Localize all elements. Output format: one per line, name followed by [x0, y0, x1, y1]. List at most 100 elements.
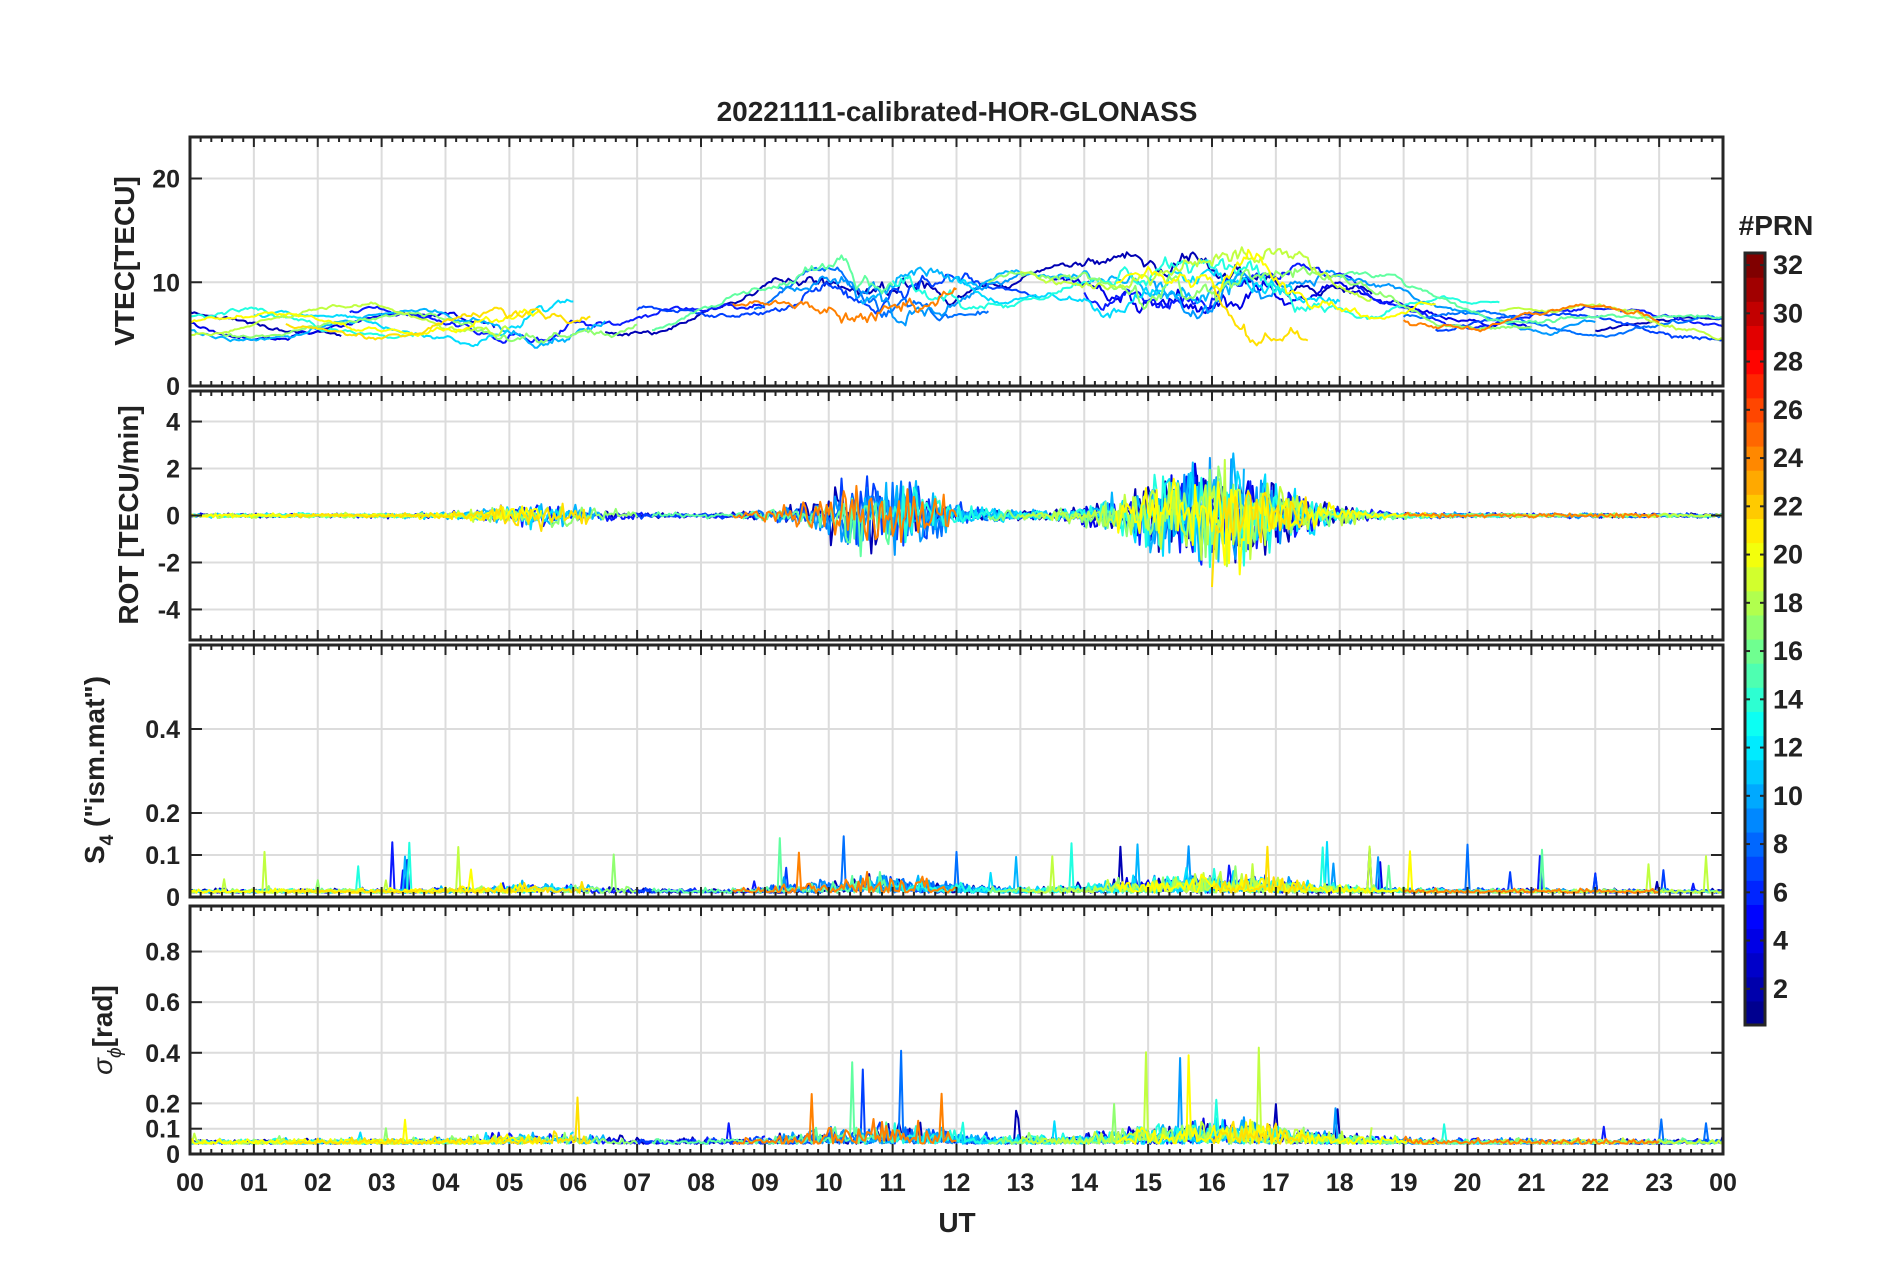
y-tick-label: -4 — [158, 596, 180, 624]
colorbar-tick-label: 6 — [1773, 877, 1788, 907]
colorbar-segment — [1745, 759, 1765, 785]
colorbar-segment — [1745, 397, 1765, 423]
colorbar-segment — [1745, 614, 1765, 640]
series-line-prn-20 — [285, 285, 1309, 347]
colorbar-segment — [1745, 446, 1765, 471]
colorbar-segment — [1745, 421, 1765, 447]
colorbar-segment — [1745, 494, 1765, 519]
series-line-prn-19 — [189, 1054, 1436, 1145]
x-tick-label: 20 — [1454, 1169, 1482, 1197]
colorbar-segment — [1745, 856, 1765, 881]
colorbar-segment — [1745, 928, 1765, 954]
y-tick-label: 0 — [166, 503, 180, 531]
panel-rot: -4 -2 0 2 4 ROT [TECU/min] — [113, 389, 1725, 642]
axes-frame-vtec — [188, 135, 1725, 388]
y-tick-label: 0.4 — [145, 1040, 180, 1068]
x-tick-label: 16 — [1198, 1169, 1226, 1197]
x-tick-label: 06 — [559, 1169, 587, 1197]
y-tick-label: 0 — [166, 373, 180, 401]
y-axis-label-sigma-phi: σϕ[rad] — [87, 985, 126, 1075]
x-tick-label: 13 — [1006, 1169, 1034, 1197]
colorbar-segment — [1745, 1000, 1765, 1026]
series-group-sigma-phi — [189, 1046, 1724, 1145]
x-tick-label: 09 — [751, 1169, 779, 1197]
panel-sigma-phi: 00.10.2 0.4 0.6 0.8 σϕ[rad] — [87, 904, 1725, 1169]
series-line-prn-16 — [221, 266, 1532, 344]
y-tick-label: 4 — [166, 409, 180, 437]
series-line-prn-20 — [285, 490, 1309, 588]
series-line-prn-5 — [636, 272, 1724, 342]
y-tick-label: 0 — [166, 884, 180, 912]
x-tick-label: 00 — [176, 1169, 204, 1197]
series-line-prn-15 — [651, 254, 1724, 332]
colorbar-segment — [1745, 880, 1765, 905]
y-tick-label: -2 — [158, 549, 180, 577]
colorbar-tick-label: 18 — [1773, 588, 1803, 618]
x-tick-label: 04 — [432, 1169, 460, 1197]
x-tick-label: 11 — [879, 1169, 906, 1197]
y-axis-label-vtec: VTEC[TECU] — [109, 176, 140, 346]
colorbar-tick-label: 22 — [1773, 491, 1803, 521]
axes-frame-sigma-phi — [188, 904, 1725, 1156]
x-tick-label: 01 — [240, 1169, 268, 1197]
colorbar-segment — [1745, 325, 1765, 351]
colorbar-tick-label: 30 — [1773, 298, 1803, 328]
y-axis-label-s4: S4 ("ism.mat") — [79, 676, 118, 864]
colorbar-tick-label: 8 — [1773, 829, 1788, 859]
colorbar-tick-label: 24 — [1773, 443, 1803, 473]
x-tick-label: 05 — [495, 1169, 523, 1197]
x-tick-label: 08 — [687, 1169, 715, 1197]
colorbar-tick-label: 32 — [1773, 250, 1803, 280]
colorbar-segment — [1745, 807, 1765, 833]
x-tick-label: 03 — [368, 1169, 396, 1197]
y-tick-label: 0.8 — [145, 939, 180, 967]
colorbar-tick-label: 14 — [1773, 684, 1803, 714]
panel-s4: 0 0.1 0.2 0.4 S4 ("ism.mat") — [79, 643, 1725, 912]
colorbar-segment — [1745, 518, 1765, 544]
panel-vtec: 0 10 20 VTEC[TECU] — [109, 135, 1725, 401]
colorbar-tick-label: 16 — [1773, 636, 1803, 666]
colorbar-tick-label: 2 — [1773, 974, 1788, 1004]
series-line-prn-23 — [732, 484, 1660, 543]
x-tick-label: 23 — [1645, 1169, 1673, 1197]
colorbar-segment — [1745, 952, 1765, 978]
x-tick-label: 00 — [1709, 1169, 1737, 1197]
x-tick-label: 15 — [1134, 1169, 1162, 1197]
series-line-prn-20 — [284, 845, 1309, 894]
x-tick-label: 22 — [1581, 1169, 1609, 1197]
x-tick-label: 19 — [1390, 1169, 1418, 1197]
colorbar-segment — [1745, 735, 1765, 761]
x-tick-label: 21 — [1517, 1169, 1545, 1197]
colorbar-segment — [1745, 590, 1765, 616]
colorbar-tick-label: 28 — [1773, 347, 1803, 377]
colorbar-segment — [1745, 832, 1765, 857]
chart-title: 20221111-calibrated-HOR-GLONASS — [717, 96, 1198, 127]
y-tick-label: 0.4 — [145, 716, 180, 744]
series-line-prn-19 — [189, 248, 1436, 337]
colorbar-segment — [1745, 663, 1765, 688]
colorbar-segment — [1745, 277, 1765, 302]
x-tick-label: 10 — [815, 1169, 843, 1197]
axes-frame-rot — [188, 389, 1725, 642]
colorbar-tick-label: 10 — [1773, 781, 1803, 811]
series-group-vtec — [189, 246, 1724, 349]
colorbar-segment — [1745, 373, 1765, 399]
x-tick-label: 12 — [943, 1169, 971, 1197]
colorbar-segment — [1745, 976, 1765, 1002]
colorbar-segment — [1745, 783, 1765, 809]
x-tick-label: 18 — [1326, 1169, 1354, 1197]
x-tick-label: 17 — [1262, 1169, 1290, 1197]
y-tick-label: 0.2 — [145, 800, 180, 828]
colorbar-segment — [1745, 566, 1765, 592]
x-tick-label: 02 — [304, 1169, 332, 1197]
y-tick-label: 10 — [152, 269, 180, 297]
colorbar-tick-label: 12 — [1773, 733, 1803, 763]
x-tick-labels: 00 01 02 03 04 05 06 07 08 09 10 11 12 13 14 15 16 17 18 19… — [176, 1169, 1737, 1197]
colorbar-segment — [1745, 301, 1765, 326]
series-line-prn-23 — [732, 1092, 1660, 1145]
series-line-prn-23 — [732, 287, 1660, 333]
y-tick-label: 0.2 — [145, 1090, 180, 1118]
colorbar-segment — [1745, 470, 1765, 495]
colorbar-segment — [1745, 639, 1765, 664]
